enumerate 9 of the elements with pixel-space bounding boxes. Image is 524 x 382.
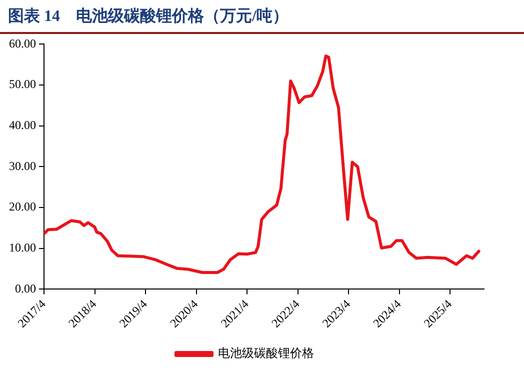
y-tick-label: 10.00	[9, 240, 36, 255]
y-tick-label: 50.00	[9, 77, 36, 92]
y-tick-label: 0.00	[15, 281, 36, 296]
y-tick-label: 60.00	[9, 36, 36, 50]
chart-title: 图表 14 电池级碳酸锂价格（万元/吨）	[0, 0, 524, 34]
y-tick-label: 40.00	[9, 118, 36, 132]
y-tick-label: 30.00	[9, 158, 36, 173]
legend-label: 电池级碳酸锂价格	[218, 346, 314, 360]
y-tick-label: 20.00	[9, 200, 36, 214]
